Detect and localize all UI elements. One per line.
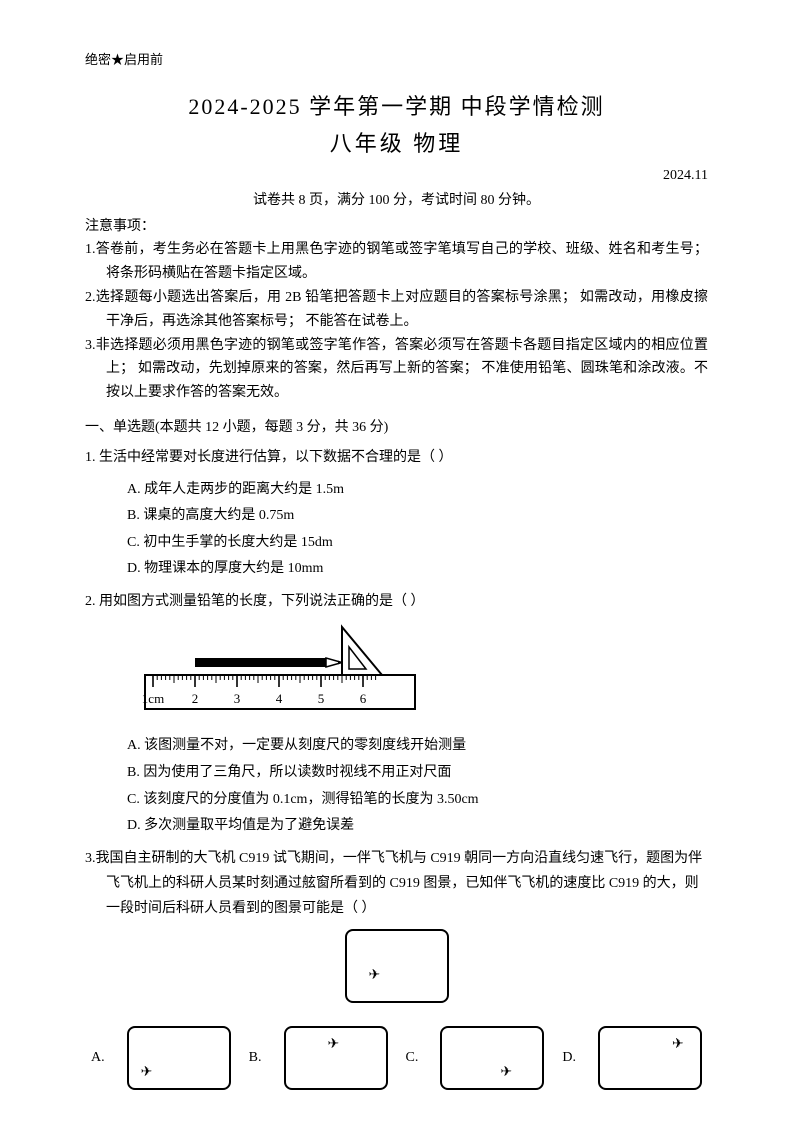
svg-text:6: 6	[360, 691, 367, 706]
svg-text:4: 4	[276, 691, 283, 706]
notice-item-3: 3.非选择题必须用黑色字迹的钢笔或签字笔作答，答案必须写在答题卡各题目指定区域内…	[85, 334, 708, 405]
exam-date: 2024.11	[85, 165, 708, 187]
title-main: 2024-2025 学年第一学期 中段学情检测	[85, 89, 708, 124]
q3-opt-a-label: A.	[91, 1047, 105, 1069]
plane-icon: ✈	[500, 1066, 512, 1080]
svg-text:3: 3	[234, 691, 241, 706]
q3-options-row: A. ✈ B. ✈ C. ✈ D. ✈	[85, 1026, 708, 1090]
q2-opt-c: C. 该刻度尺的分度值为 0.1cm，测得铅笔的长度为 3.50cm	[127, 787, 708, 814]
q3-opt-d-fig: ✈	[598, 1026, 702, 1090]
svg-text:2: 2	[192, 691, 199, 706]
svg-text:5: 5	[318, 691, 325, 706]
q1-stem: 1. 生活中经常要对长度进行估算，以下数据不合理的是（ ）	[85, 445, 708, 470]
notice-item-2: 2.选择题每小题选出答案后，用 2B 铅笔把答题卡上对应题目的答案标号涂黑； 如…	[85, 286, 708, 334]
plane-icon: ✈	[369, 969, 381, 983]
exam-info: 试卷共 8 页，满分 100 分，考试时间 80 分钟。	[85, 190, 708, 212]
q3-opt-c-fig: ✈	[440, 1026, 544, 1090]
plane-icon: ✈	[328, 1038, 340, 1052]
q3-stem: 3.我国自主研制的大飞机 C919 试飞期间，一伴飞飞机与 C919 朝同一方向…	[85, 846, 708, 922]
svg-text:1cm: 1cm	[142, 691, 164, 706]
q3-opt-d-label: D.	[562, 1047, 576, 1069]
q1-opt-a: A. 成年人走两步的距离大约是 1.5m	[127, 477, 708, 504]
q3-opt-c-label: C.	[406, 1047, 419, 1069]
q3-opt-a-fig: ✈	[127, 1026, 231, 1090]
q1-opt-c: C. 初中生手掌的长度大约是 15dm	[127, 530, 708, 557]
q3-main-figure: ✈	[85, 929, 708, 1011]
top-secret-label: 绝密★启用前	[85, 50, 708, 71]
q1-options: A. 成年人走两步的距离大约是 1.5m B. 课桌的高度大约是 0.75m C…	[85, 477, 708, 583]
plane-icon: ✈	[672, 1038, 684, 1052]
notice-title: 注意事项：	[85, 216, 708, 238]
q1-opt-d: D. 物理课本的厚度大约是 10mm	[127, 556, 708, 583]
q2-options: A. 该图测量不对，一定要从刻度尺的零刻度线开始测量 B. 因为使用了三角尺，所…	[85, 733, 708, 839]
q3-opt-b-label: B.	[249, 1047, 262, 1069]
q2-opt-d: D. 多次测量取平均值是为了避免误差	[127, 813, 708, 840]
notice-item-1: 1.答卷前，考生务必在答题卡上用黑色字迹的钢笔或签字笔填写自己的学校、班级、姓名…	[85, 238, 708, 286]
title-sub: 八年级 物理	[85, 126, 708, 161]
q2-figure: 1cm 2 3 4 5 6	[135, 620, 708, 723]
q2-stem: 2. 用如图方式测量铅笔的长度，下列说法正确的是（ ）	[85, 589, 708, 614]
q1-opt-b: B. 课桌的高度大约是 0.75m	[127, 503, 708, 530]
q3-opt-b-fig: ✈	[284, 1026, 388, 1090]
q2-opt-a: A. 该图测量不对，一定要从刻度尺的零刻度线开始测量	[127, 733, 708, 760]
section-1-heading: 一、单选题(本题共 12 小题，每题 3 分，共 36 分)	[85, 417, 708, 439]
plane-icon: ✈	[141, 1066, 153, 1080]
q2-opt-b: B. 因为使用了三角尺，所以读数时视线不用正对尺面	[127, 760, 708, 787]
ruler-icon: 1cm 2 3 4 5 6	[135, 620, 425, 715]
